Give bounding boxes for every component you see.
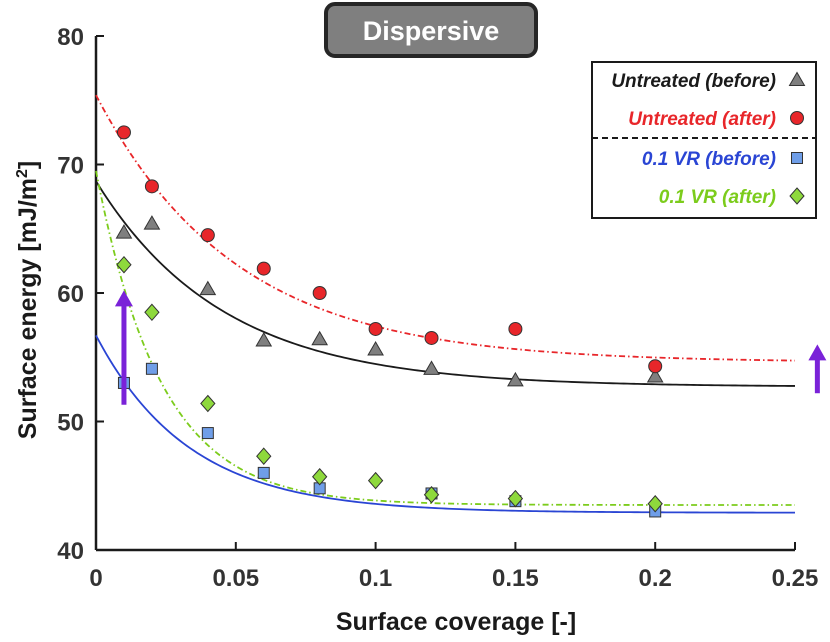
y-axis-title: Surface energy [mJ/m2]: [14, 161, 42, 439]
data-point-diamond: [116, 255, 132, 274]
data-point-diamond: [367, 471, 384, 490]
data-point-diamond: [647, 494, 663, 513]
legend-label: Untreated (after): [628, 109, 776, 130]
data-point-circle: [144, 179, 159, 194]
arrow-head: [808, 344, 827, 361]
y-axis-title-main: Surface energy [mJ/m: [14, 178, 42, 439]
data-points: [115, 125, 664, 518]
data-point-circle: [256, 261, 271, 276]
y-tick-label: 40: [57, 538, 84, 565]
legend-marker-square: [791, 152, 803, 164]
fit-curve: [95, 334, 796, 514]
data-point-triangle: [255, 332, 273, 347]
data-point-circle: [312, 286, 327, 300]
data-point-triangle: [646, 368, 664, 383]
data-point-triangle: [423, 360, 440, 375]
x-tick-label: 0.25: [772, 565, 819, 592]
data-point-circle: [116, 125, 131, 140]
data-point-square: [201, 427, 214, 440]
fit-curve: [95, 94, 796, 362]
x-tick-label: 0.05: [212, 565, 259, 592]
axes: 0 0.05 0.1 0.15 0.2 0.25 40 50 60 70 80: [57, 24, 818, 592]
data-point-square: [145, 362, 158, 375]
data-point-diamond: [507, 489, 524, 508]
fit-curve: [95, 180, 796, 387]
legend-marker-triangle: [788, 71, 806, 86]
chart-title: Dispersive: [363, 16, 500, 46]
data-point-diamond: [312, 467, 328, 486]
legend-label: 0.1 VR (after): [659, 187, 776, 208]
data-point-circle: [200, 228, 215, 243]
y-tick-label: 80: [57, 24, 84, 51]
data-point-diamond: [144, 303, 160, 322]
data-point-circle: [508, 321, 523, 336]
data-point-triangle: [199, 280, 217, 296]
legend-marker-diamond: [789, 187, 805, 205]
y-tick-label: 50: [57, 410, 84, 437]
data-point-diamond: [256, 447, 272, 465]
legend-marker-circle: [790, 111, 804, 125]
legend: Untreated (before) Untreated (after) 0.1 V…: [591, 61, 817, 219]
data-point-triangle: [311, 330, 329, 346]
x-tick-label: 0.1: [359, 565, 392, 592]
data-point-triangle: [367, 341, 384, 356]
y-axis-title-sup: 2: [14, 169, 31, 178]
data-point-diamond: [200, 394, 216, 413]
data-point-triangle: [115, 224, 133, 239]
title-box: [324, 2, 538, 58]
data-point-circle: [368, 321, 383, 336]
data-point-circle: [424, 330, 439, 345]
annotation-arrows: [114, 290, 827, 405]
x-tick-label: 0: [89, 565, 102, 592]
x-tick-label: 0.2: [639, 565, 672, 592]
data-point-square: [257, 466, 270, 479]
y-axis-title-end: ]: [14, 161, 42, 169]
y-tick-label: 70: [57, 153, 84, 180]
y-tick-label: 60: [57, 281, 84, 308]
arrow-head: [114, 290, 133, 307]
x-tick-label: 0.15: [492, 565, 539, 592]
data-point-circle: [648, 359, 663, 374]
fit-curve: [95, 170, 795, 506]
data-point-diamond: [423, 485, 440, 504]
legend-label: Untreated (before): [611, 71, 776, 92]
data-point-triangle: [507, 371, 524, 387]
legend-box: [591, 61, 817, 219]
x-axis-title: Surface coverage [-]: [336, 608, 576, 636]
fit-curves: [95, 94, 796, 514]
legend-label: 0.1 VR (before): [642, 149, 776, 170]
data-point-triangle: [143, 215, 161, 230]
